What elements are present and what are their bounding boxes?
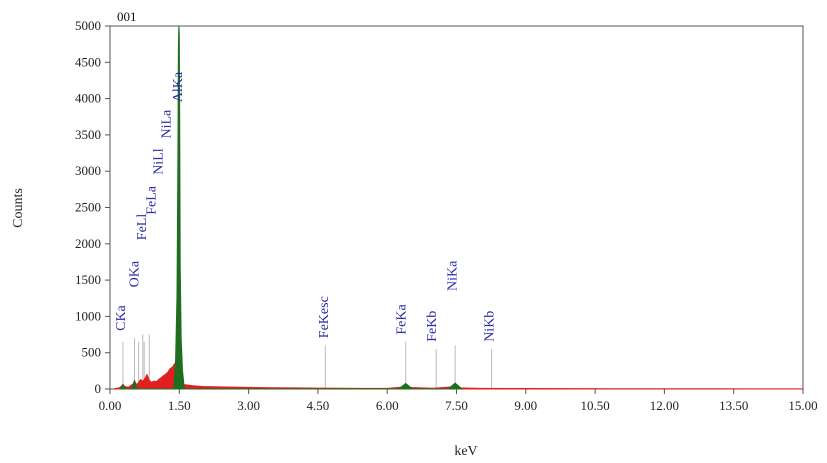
- x-axis-title: keV: [454, 444, 477, 459]
- peak-label-fekesc: FeKesc: [317, 296, 332, 338]
- peak-label-cka: CKa: [114, 304, 129, 330]
- y-tick-label: 5000: [75, 18, 101, 33]
- x-tick-label: 0.00: [99, 398, 122, 413]
- measured-spectrum-series: [114, 363, 804, 390]
- peak-label-oka: OKa: [128, 260, 143, 287]
- x-tick-label: 10.50: [580, 398, 609, 413]
- peak-label-nikb: NiKb: [483, 311, 498, 342]
- peak-label-nila: NiLa: [160, 109, 175, 139]
- x-tick-label: 13.50: [719, 398, 748, 413]
- y-tick-label: 2000: [75, 236, 101, 251]
- x-tick-label: 6.00: [376, 398, 399, 413]
- peak-label-fekb: FeKb: [425, 311, 440, 342]
- peak-label-nill: NiLl: [152, 148, 167, 175]
- y-axis-title: Counts: [11, 188, 26, 228]
- y-tick-label: 4500: [75, 54, 101, 69]
- x-tick-label: 3.00: [237, 398, 260, 413]
- fitted-peaks-series: [119, 25, 463, 390]
- x-tick-label: 7.50: [445, 398, 468, 413]
- x-tick-label: 9.00: [514, 398, 537, 413]
- plot-frame: [109, 25, 804, 390]
- peak-label-nika: NiKa: [446, 260, 461, 291]
- peak-label-feka: FeKa: [395, 303, 410, 334]
- peak-label-alka: AlKa: [171, 71, 186, 102]
- y-tick-label: 3500: [75, 127, 101, 142]
- y-tick-label: 3000: [75, 163, 101, 178]
- y-tick-label: 4000: [75, 91, 101, 106]
- peak-label-fela: FeLa: [144, 185, 159, 215]
- y-tick-label: 500: [82, 345, 102, 360]
- y-tick-label: 1000: [75, 308, 101, 323]
- y-tick-label: 1500: [75, 272, 101, 287]
- peak-label-fell: FeLl: [135, 214, 150, 241]
- y-tick-label: 2500: [75, 200, 101, 215]
- x-tick-label: 4.50: [307, 398, 330, 413]
- x-tick-label: 12.00: [650, 398, 679, 413]
- sample-label: 001: [117, 9, 137, 24]
- x-tick-label: 1.50: [168, 398, 191, 413]
- y-tick-label: 0: [95, 381, 102, 396]
- x-tick-label: 15.00: [788, 398, 817, 413]
